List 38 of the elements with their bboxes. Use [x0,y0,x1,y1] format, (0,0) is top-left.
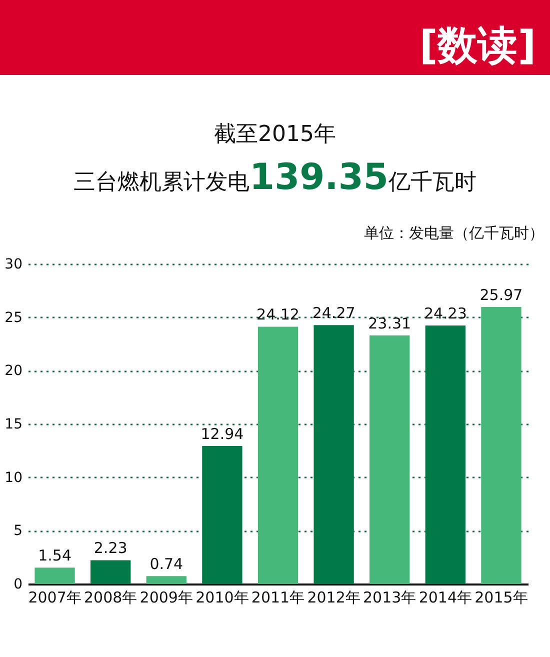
x-tick-label: 2010年 [196,588,249,606]
data-label: 24.23 [424,304,467,323]
bar [370,335,410,584]
data-label: 25.97 [480,286,523,304]
bar [146,576,186,584]
data-label: 2.23 [94,539,128,558]
y-tick-label: 0 [14,576,22,592]
bar [314,325,354,584]
bar [425,326,466,584]
data-label: 12.94 [200,424,244,443]
x-tick-label: 2011年 [251,588,305,606]
bar [481,306,522,584]
bar [90,560,131,584]
chart-title: 截至2015年 [213,121,337,149]
bar [258,326,298,584]
x-tick-label: 2015年 [474,588,528,606]
bar [34,568,75,584]
data-label: 1.54 [38,546,72,565]
text: 单位：发电量（亿千瓦时） [363,224,544,243]
x-tick-label: 2009年 [140,588,193,606]
x-tick-label: 2013年 [363,588,416,606]
data-label: 0.74 [150,555,184,574]
y-tick-label: 10 [4,470,22,486]
x-tick-label: 2008年 [84,588,138,606]
y-tick-label: 20 [4,363,22,380]
x-tick-label: 2012年 [307,588,360,606]
y-tick-label: 25 [4,310,22,326]
y-tick-label: 5 [14,523,22,540]
x-tick-label: 2007年 [28,588,82,606]
data-label: 24.12 [256,306,300,324]
x-tick-label: 2014年 [418,588,472,606]
data-label: 24.27 [312,304,356,322]
data-label: 23.31 [368,314,412,332]
header-banner: [数读] [0,0,550,75]
bar [202,446,242,584]
y-tick-label: 15 [4,416,22,432]
y-tick-label: 30 [4,256,22,272]
chart-subtitle: 三台燃机累计发电139.35亿千瓦时 [72,157,478,198]
